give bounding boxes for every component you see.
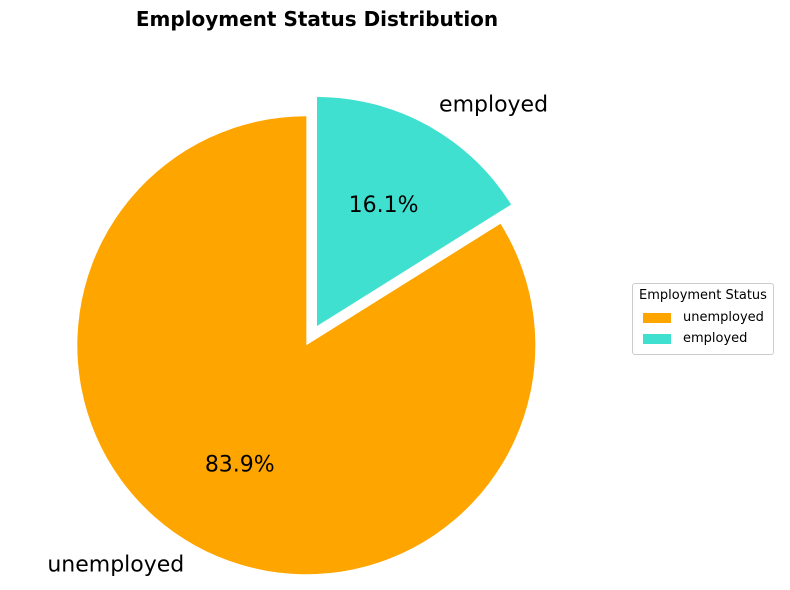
slice-label-unemployed: unemployed bbox=[47, 553, 184, 578]
legend-label-unemployed: unemployed bbox=[683, 310, 764, 325]
slice-percent-unemployed: 83.9% bbox=[205, 452, 275, 477]
legend-entry-unemployed: unemployed bbox=[639, 307, 767, 328]
slice-label-employed: employed bbox=[439, 93, 548, 118]
legend-label-employed: employed bbox=[683, 331, 748, 346]
pie-slice-unemployed bbox=[77, 116, 536, 575]
pie-labels: unemployed 83.9% employed 16.1% bbox=[47, 93, 548, 578]
legend-swatch-employed bbox=[643, 333, 671, 344]
chart-title: Employment Status Distribution bbox=[136, 7, 498, 31]
pie-slices bbox=[77, 96, 536, 575]
legend-swatch-unemployed bbox=[643, 312, 671, 323]
legend-title: Employment Status bbox=[639, 288, 767, 303]
legend: Employment Status unemployed employed bbox=[632, 283, 774, 355]
slice-percent-employed: 16.1% bbox=[349, 193, 419, 218]
legend-entry-employed: employed bbox=[639, 328, 767, 349]
pie-slice-employed bbox=[317, 96, 512, 326]
